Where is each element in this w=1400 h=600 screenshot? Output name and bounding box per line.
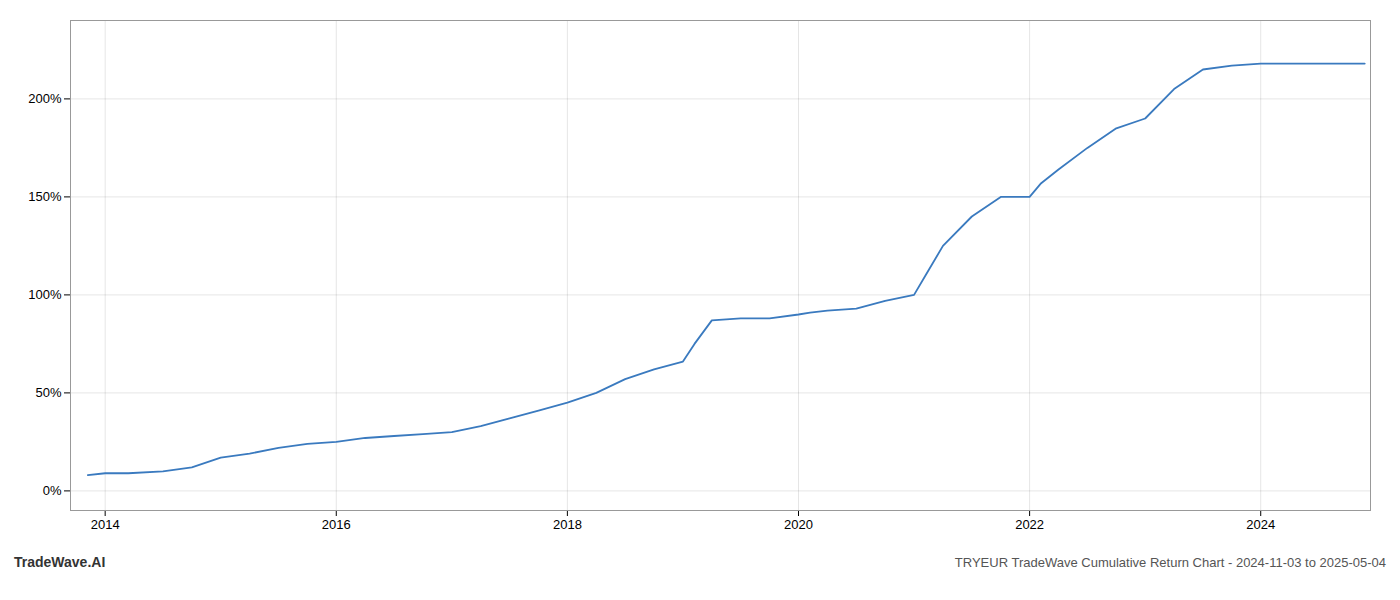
svg-text:0%: 0% — [43, 483, 62, 498]
svg-text:150%: 150% — [28, 189, 62, 204]
html-text:TradeWave.AI: TradeWave.AI — [14, 554, 106, 570]
html-text:TRYEUR TradeWave Cumulative Re: TRYEUR TradeWave Cumulative Return Chart… — [954, 555, 1386, 570]
svg-text:2016: 2016 — [322, 517, 351, 532]
svg-text:2020: 2020 — [784, 517, 813, 532]
svg-text:200%: 200% — [28, 91, 62, 106]
svg-text:2014: 2014 — [91, 517, 120, 532]
svg-text:2022: 2022 — [1015, 517, 1044, 532]
svg-text:50%: 50% — [35, 385, 61, 400]
svg-text:2018: 2018 — [553, 517, 582, 532]
svg-text:100%: 100% — [28, 287, 62, 302]
svg-text:2024: 2024 — [1246, 517, 1275, 532]
